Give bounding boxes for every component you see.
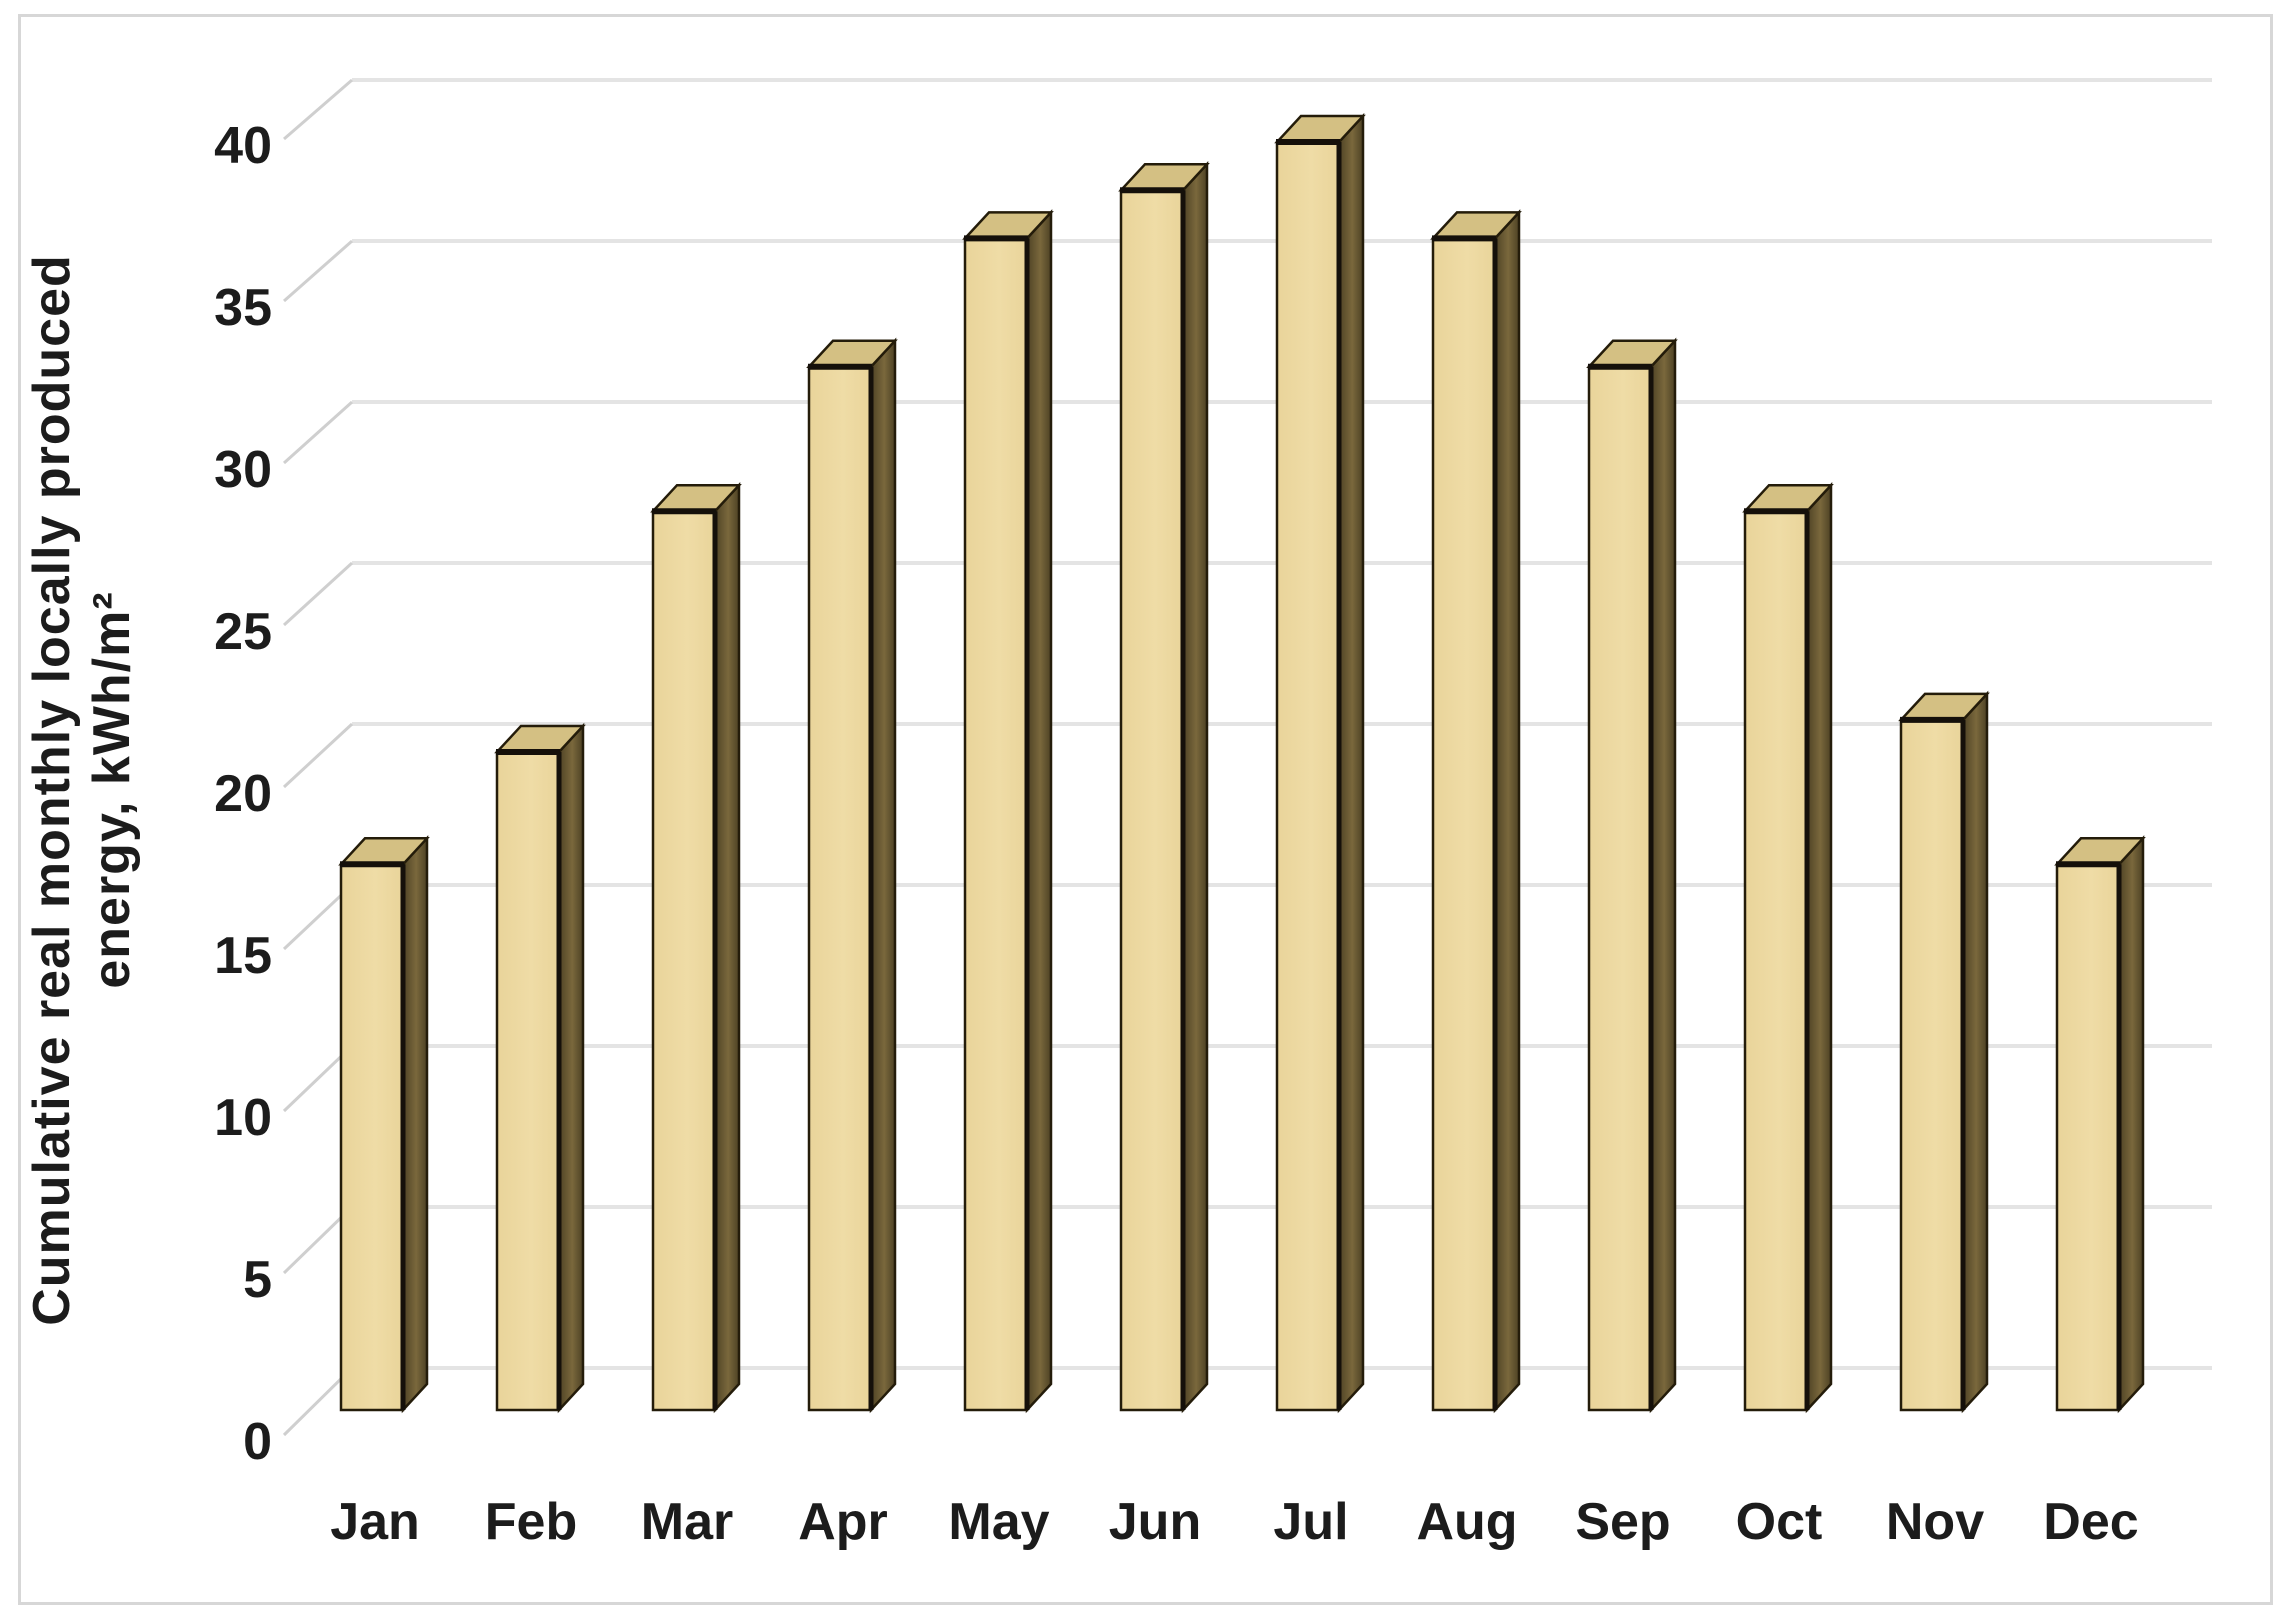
x-label-feb: Feb	[485, 1493, 577, 1551]
bar-side-face	[1961, 690, 1989, 1414]
y-tick-label-40: 40	[214, 117, 272, 175]
bar-jun	[1118, 161, 1210, 1414]
bar-side-face	[1493, 209, 1521, 1414]
bar-apr	[806, 337, 898, 1414]
bar-nov	[1898, 690, 1990, 1414]
tick-line-40	[283, 78, 353, 141]
bar-front-face	[339, 863, 405, 1412]
bar-front-face	[1431, 237, 1497, 1412]
bar-may	[962, 209, 1054, 1414]
bar-front-face	[1275, 140, 1341, 1412]
bar-side-face	[713, 482, 741, 1414]
bar-jul	[1274, 112, 1366, 1414]
bar-side-face	[2117, 835, 2145, 1414]
bar-front-face	[495, 750, 561, 1412]
y-tick-label-25: 25	[214, 603, 272, 661]
bar-feb	[494, 722, 586, 1414]
bar-front-face	[1743, 509, 1809, 1412]
bars	[338, 112, 2146, 1414]
bar-side-face	[1181, 161, 1209, 1414]
bar-front-face	[1899, 718, 1965, 1412]
bar-side-face	[1805, 482, 1833, 1414]
bar-front-face	[651, 509, 717, 1412]
bar-side-face	[1649, 337, 1677, 1414]
y-tick-label-35: 35	[214, 279, 272, 337]
x-label-oct: Oct	[1736, 1493, 1823, 1551]
x-label-sep: Sep	[1575, 1493, 1670, 1551]
y-tick-label-30: 30	[214, 441, 272, 499]
bar-front-face	[963, 237, 1029, 1412]
bar-sep	[1586, 337, 1678, 1414]
bar-mar	[650, 482, 742, 1414]
bar-front-face	[1119, 188, 1185, 1412]
y-tick-label-20: 20	[214, 765, 272, 823]
bar-aug	[1430, 209, 1522, 1414]
x-label-apr: Apr	[798, 1493, 888, 1551]
tick-line-30	[282, 400, 354, 465]
x-label-jul: Jul	[1273, 1493, 1348, 1551]
bar-side-face	[1025, 209, 1053, 1414]
y-tick-label-10: 10	[214, 1089, 272, 1147]
bar-front-face	[2055, 863, 2121, 1412]
bar-side-face	[557, 722, 585, 1414]
bar-front-face	[1587, 365, 1653, 1412]
x-label-aug: Aug	[1416, 1493, 1517, 1551]
bar-front-face	[807, 365, 873, 1412]
x-label-dec: Dec	[2043, 1493, 2138, 1551]
category-axis: Jan Feb Mar Apr May Jun Jul Aug Sep Oct Nov Dec	[330, 1493, 2139, 1551]
y-axis-title: Cumulative real monthly locally produced…	[22, 120, 142, 1460]
x-label-may: May	[948, 1493, 1049, 1551]
y-tick-label-0: 0	[243, 1413, 272, 1471]
y-axis-title-line1: Cumulative real monthly locally produced	[23, 254, 82, 1326]
x-label-nov: Nov	[1886, 1493, 1984, 1551]
tick-line-25	[282, 561, 354, 627]
x-label-mar: Mar	[641, 1493, 733, 1551]
y-axis-title-text: Cumulative real monthly locally produced…	[22, 254, 142, 1326]
bar-side-face	[1337, 112, 1365, 1414]
y-tick-label-15: 15	[214, 927, 272, 985]
bar-side-face	[401, 835, 429, 1414]
x-label-jan: Jan	[330, 1493, 420, 1551]
tick-line-20	[282, 722, 354, 789]
y-axis-title-line2: energy, kWh/m²	[83, 591, 142, 989]
x-label-jun: Jun	[1109, 1493, 1201, 1551]
bar-side-face	[869, 337, 897, 1414]
bar-jan	[338, 835, 430, 1414]
y-tick-label-5: 5	[243, 1251, 272, 1309]
bar-oct	[1742, 482, 1834, 1414]
tick-line-35	[283, 239, 353, 303]
bar-dec	[2054, 835, 2146, 1414]
